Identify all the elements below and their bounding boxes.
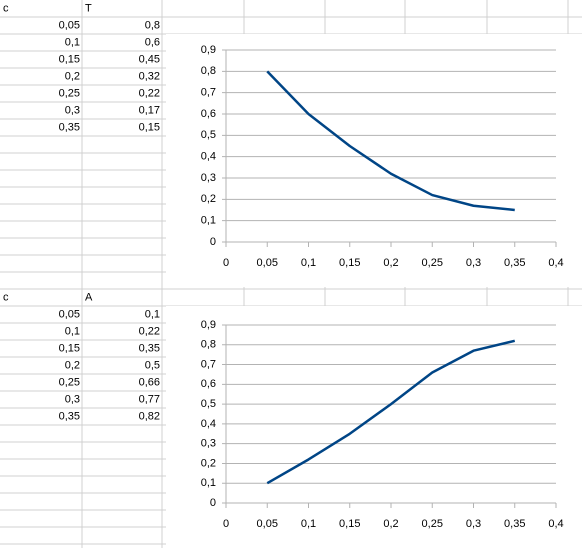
x-tick-label: 0,05 — [257, 518, 278, 530]
cell: 0,05 — [59, 19, 80, 31]
x-tick-label: 0,05 — [257, 257, 278, 269]
cell: 0,8 — [145, 19, 160, 31]
cell: 0,35 — [139, 342, 160, 354]
header-cell: A — [85, 291, 93, 303]
cell: 0,25 — [59, 376, 80, 388]
cell: 0,2 — [65, 359, 80, 371]
cell: 0,3 — [65, 104, 80, 116]
chart-area — [166, 34, 582, 287]
y-tick-label: 0,2 — [201, 457, 216, 469]
y-tick-label: 0,5 — [201, 129, 216, 141]
y-tick-label: 0,5 — [201, 398, 216, 410]
header-cell: c — [3, 2, 9, 14]
x-tick-label: 0,25 — [422, 257, 443, 269]
x-tick-label: 0,25 — [422, 518, 443, 530]
x-tick-label: 0,35 — [504, 518, 525, 530]
y-tick-label: 0,9 — [201, 44, 216, 56]
y-tick-label: 0,8 — [201, 339, 216, 351]
y-tick-label: 0 — [210, 236, 216, 248]
y-tick-label: 0,4 — [201, 418, 216, 430]
x-tick-label: 0,35 — [504, 257, 525, 269]
x-tick-label: 0 — [223, 518, 229, 530]
x-tick-label: 0,2 — [383, 257, 398, 269]
x-tick-label: 0,3 — [466, 518, 481, 530]
x-tick-label: 0,15 — [339, 257, 360, 269]
y-tick-label: 0,9 — [201, 319, 216, 331]
cell: 0,15 — [139, 121, 160, 133]
cell: 0,77 — [139, 393, 160, 405]
cell: 0,05 — [59, 308, 80, 320]
data-line — [266, 70, 515, 212]
y-tick-label: 0,3 — [201, 438, 216, 450]
cell: 0,82 — [139, 410, 160, 422]
cell: 0,35 — [59, 121, 80, 133]
y-tick-label: 0,4 — [201, 151, 216, 163]
y-tick-label: 0,1 — [201, 215, 216, 227]
y-tick-label: 0,6 — [201, 108, 216, 120]
y-tick-label: 0,8 — [201, 65, 216, 77]
y-tick-label: 0 — [210, 497, 216, 509]
data-line — [266, 339, 516, 485]
cell: 0,45 — [139, 53, 160, 65]
y-tick-label: 0,7 — [201, 358, 216, 370]
x-tick-label: 0,3 — [466, 257, 481, 269]
x-tick-label: 0,4 — [548, 257, 563, 269]
x-tick-label: 0,1 — [301, 518, 316, 530]
x-tick-label: 0,2 — [383, 518, 398, 530]
y-tick-label: 0,3 — [201, 172, 216, 184]
cell: 0,32 — [139, 70, 160, 82]
cell: 0,1 — [65, 36, 80, 48]
cell: 0,3 — [65, 393, 80, 405]
x-tick-label: 0,4 — [548, 518, 563, 530]
header-cell: T — [85, 2, 92, 14]
cell: 0,5 — [145, 359, 160, 371]
y-tick-label: 0,1 — [201, 477, 216, 489]
cell: 0,6 — [145, 36, 160, 48]
cell: 0,35 — [59, 410, 80, 422]
cell: 0,1 — [65, 325, 80, 337]
cell: 0,25 — [59, 87, 80, 99]
cell: 0,2 — [65, 70, 80, 82]
x-tick-label: 0,15 — [339, 518, 360, 530]
cell: 0,22 — [139, 325, 160, 337]
cell: 0,1 — [145, 308, 160, 320]
cell: 0,15 — [59, 342, 80, 354]
cell: 0,15 — [59, 53, 80, 65]
x-tick-label: 0,1 — [301, 257, 316, 269]
cell: 0,17 — [139, 104, 160, 116]
cell: 0,22 — [139, 87, 160, 99]
header-cell: c — [3, 291, 9, 303]
y-tick-label: 0,7 — [201, 87, 216, 99]
chart-area — [166, 306, 582, 548]
y-tick-label: 0,6 — [201, 378, 216, 390]
y-tick-label: 0,2 — [201, 193, 216, 205]
cell: 0,66 — [139, 376, 160, 388]
x-tick-label: 0 — [223, 257, 229, 269]
